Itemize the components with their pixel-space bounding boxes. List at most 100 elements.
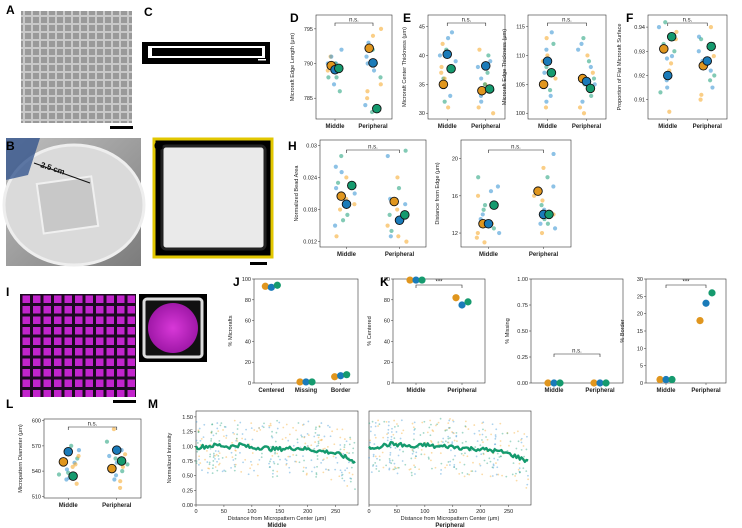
- y-axis-label: Distance from Edge (μm): [435, 162, 441, 224]
- scale-bar: [258, 59, 266, 61]
- data-point: [458, 473, 461, 475]
- y-tick-label: 0.00: [517, 381, 528, 387]
- data-point: [491, 111, 496, 116]
- x-tick-label: Middle: [545, 388, 565, 394]
- data-point: [548, 93, 553, 98]
- data-point: [253, 469, 255, 472]
- data-point: [545, 221, 551, 226]
- data-point: [76, 447, 82, 453]
- data-point: [340, 471, 343, 474]
- data-point: [343, 438, 346, 440]
- data-point: [452, 420, 455, 423]
- data-point: [326, 75, 331, 80]
- data-point: [423, 453, 426, 456]
- data-point: [518, 467, 521, 470]
- x-tick-label: Middle: [438, 124, 458, 130]
- data-point: [332, 455, 335, 458]
- data-point: [498, 456, 501, 458]
- data-point: [463, 475, 466, 478]
- data-point: [372, 453, 375, 456]
- data-point: [313, 466, 316, 469]
- plot-frame: [460, 139, 572, 248]
- data-point: [434, 466, 437, 469]
- data-point: [417, 446, 420, 449]
- data-point: [225, 456, 228, 458]
- y-tick-label: 0.75: [182, 459, 193, 465]
- data-point: [214, 466, 217, 468]
- data-point: [195, 420, 198, 423]
- data-point: [447, 435, 450, 438]
- data-point: [390, 462, 393, 465]
- data-point: [211, 423, 214, 426]
- data-point: [258, 458, 261, 461]
- data-point: [464, 426, 467, 428]
- data-point: [491, 226, 496, 231]
- data-point: [448, 464, 451, 466]
- data-point: [298, 461, 301, 464]
- data-point: [235, 438, 238, 440]
- data-point: [656, 375, 664, 384]
- data-point: [413, 429, 416, 431]
- data-point: [467, 428, 470, 430]
- data-point: [446, 441, 449, 444]
- data-point: [217, 454, 220, 457]
- data-point: [549, 30, 554, 35]
- data-point: [326, 457, 329, 459]
- data-point: [453, 466, 456, 468]
- x-tick-label: Middle: [59, 503, 79, 509]
- y-axis-label: Microraft Center Thickness (μm): [402, 27, 408, 107]
- data-point: [385, 223, 390, 228]
- panel-label-a: A: [6, 3, 15, 17]
- data-point: [426, 431, 429, 434]
- data-point: [447, 422, 450, 424]
- data-point: [206, 450, 208, 452]
- data-point: [387, 212, 392, 217]
- panel-label-e: E: [403, 11, 411, 25]
- plot-frame: [253, 278, 359, 384]
- y-tick-label: 540: [32, 469, 41, 475]
- replicate-mean: [400, 210, 410, 220]
- data-point: [196, 450, 199, 453]
- y-tick-label: 600: [32, 419, 41, 425]
- panel-label-g: G: [154, 139, 163, 153]
- y-tick-label: 20: [637, 312, 643, 318]
- data-point: [236, 428, 239, 430]
- data-point: [258, 427, 261, 429]
- data-point: [544, 379, 552, 387]
- data-point: [292, 453, 295, 456]
- data-point: [408, 468, 411, 471]
- data-point: [200, 437, 203, 440]
- data-point: [378, 82, 383, 87]
- data-point: [447, 426, 450, 429]
- data-point: [111, 426, 116, 432]
- data-point: [236, 424, 239, 427]
- data-point: [596, 379, 604, 387]
- data-point: [586, 59, 592, 64]
- data-point: [288, 433, 291, 436]
- data-point: [427, 457, 430, 460]
- data-point: [499, 455, 502, 458]
- data-point: [323, 435, 326, 438]
- data-point: [352, 191, 357, 196]
- data-point: [341, 477, 344, 480]
- data-point: [486, 462, 489, 465]
- replicate-mean: [477, 85, 487, 96]
- data-point: [374, 436, 377, 439]
- data-point: [451, 431, 453, 433]
- data-point: [488, 59, 493, 64]
- data-point: [198, 458, 200, 461]
- data-point: [302, 378, 310, 386]
- data-point: [216, 460, 218, 463]
- data-point: [517, 468, 520, 471]
- data-point: [442, 437, 445, 440]
- data-point: [232, 431, 234, 434]
- replicate-mean: [116, 456, 127, 466]
- data-point: [256, 430, 258, 433]
- data-point: [412, 276, 420, 284]
- data-point: [277, 455, 280, 458]
- panel-c-image: [142, 17, 272, 92]
- data-point: [482, 441, 484, 444]
- data-point: [315, 445, 318, 448]
- data-point: [491, 475, 494, 477]
- data-point: [394, 447, 397, 449]
